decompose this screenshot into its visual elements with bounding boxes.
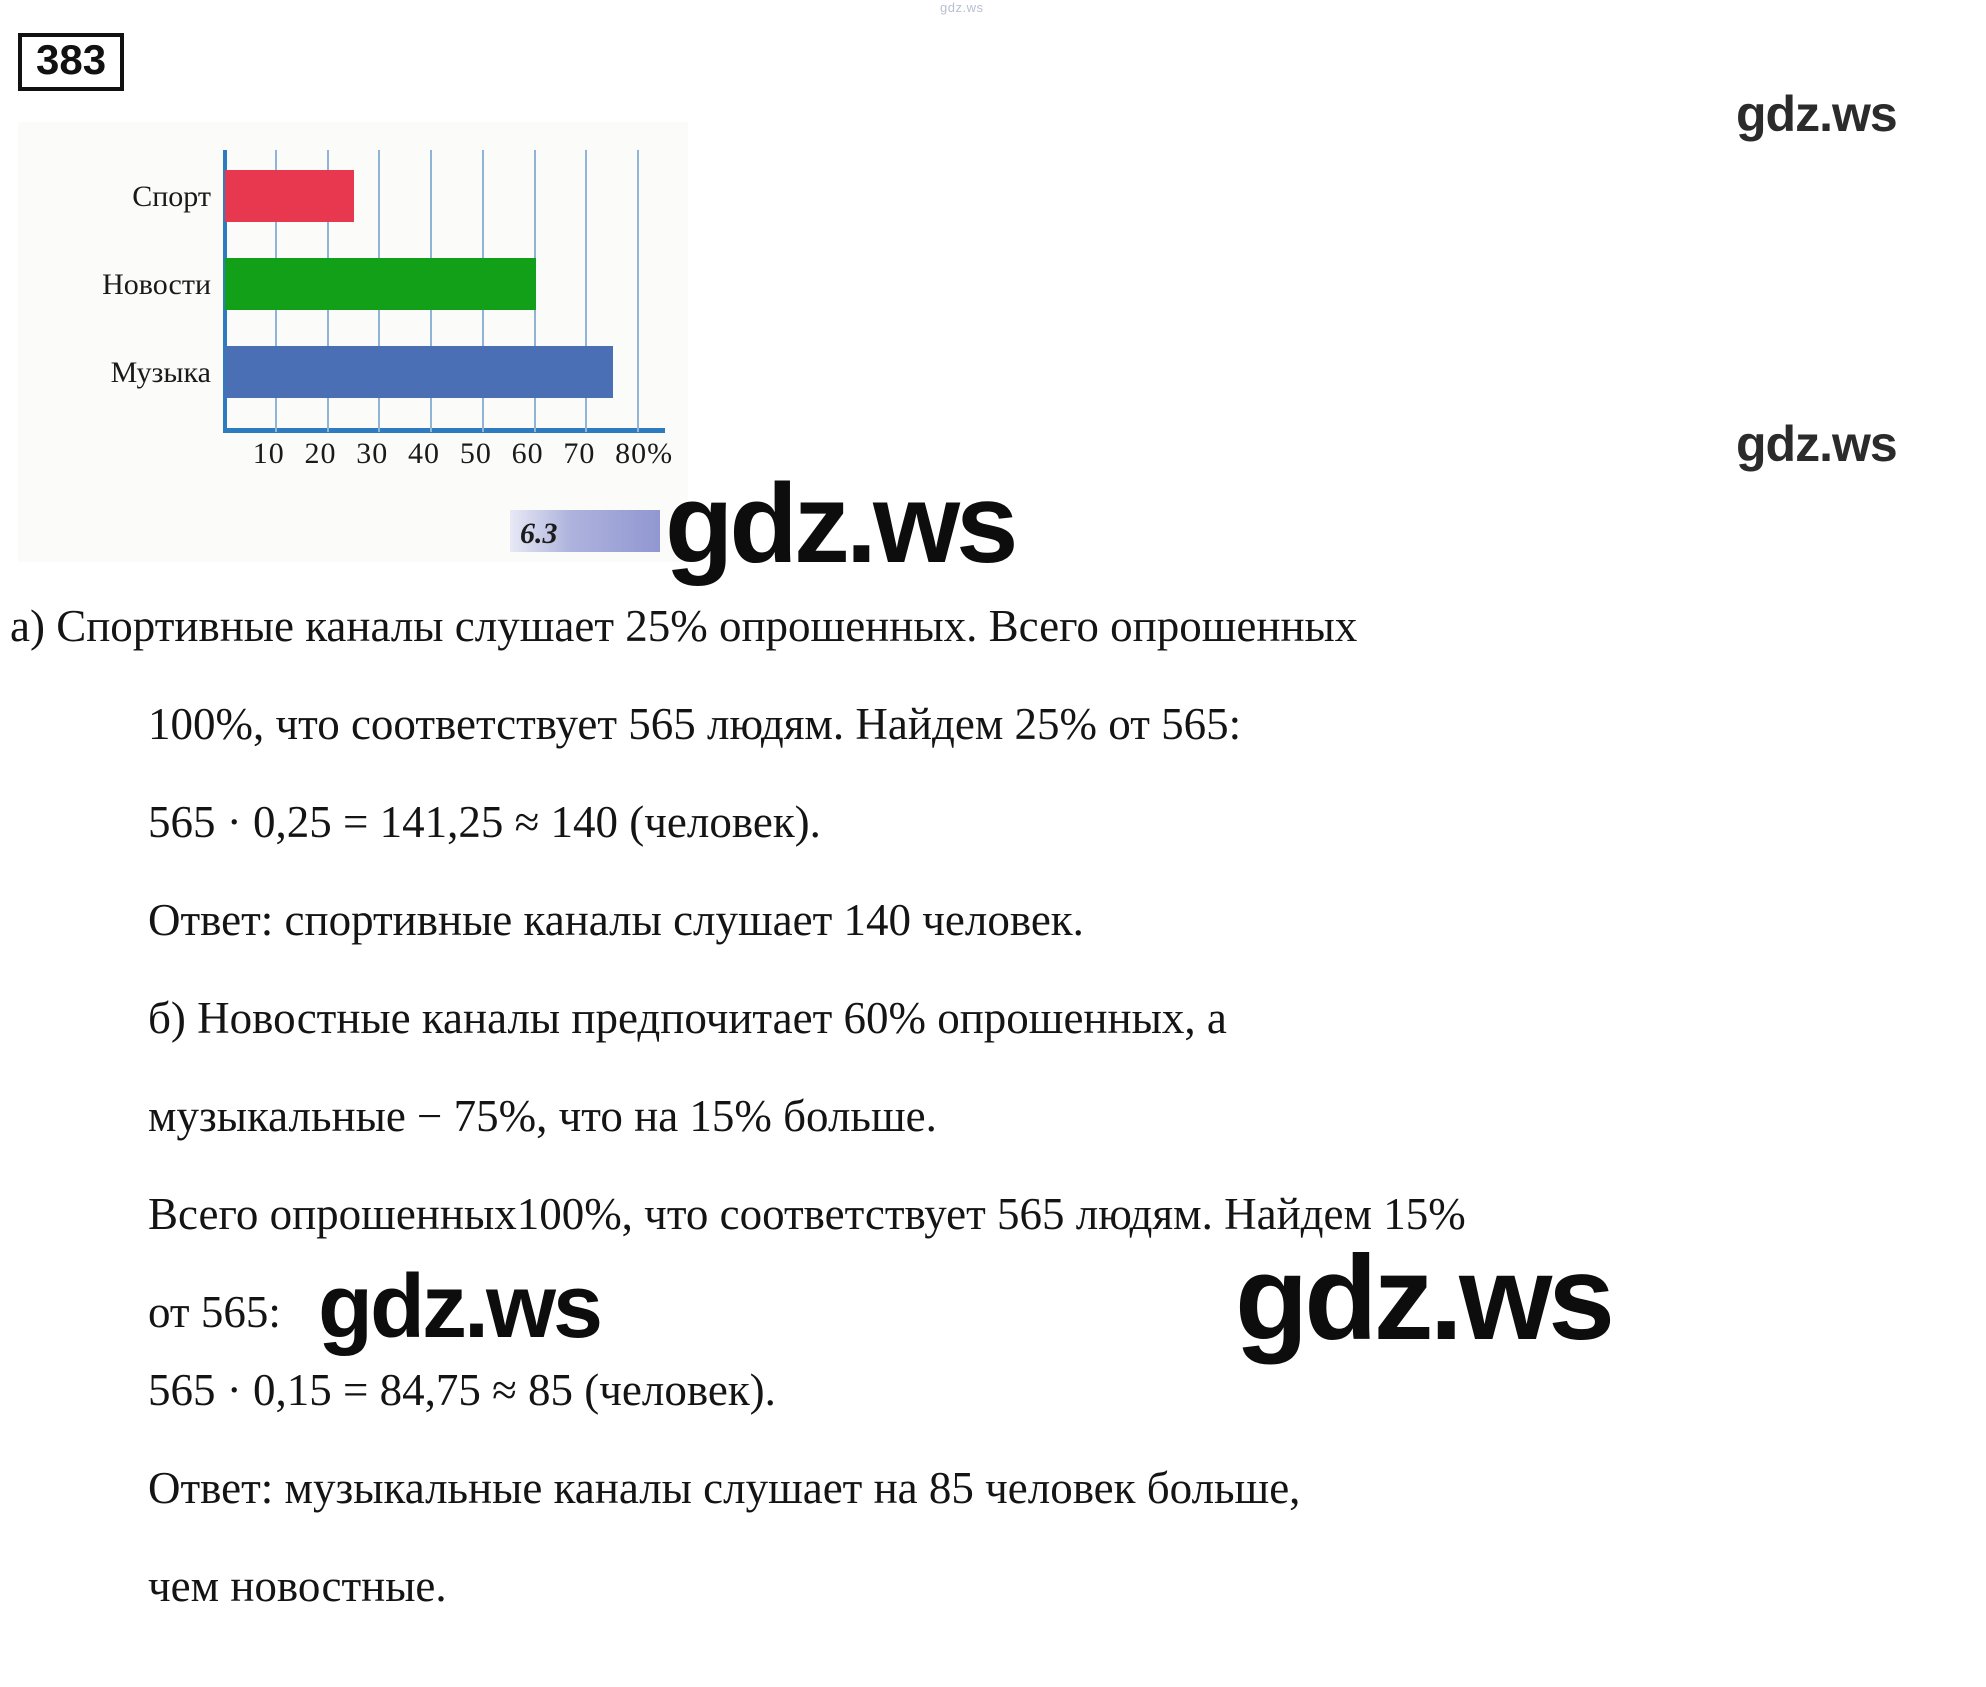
- tick-label-40: 40: [408, 437, 441, 470]
- chart-plot-area: [223, 150, 665, 433]
- gridline-80: [637, 150, 640, 432]
- solution-line-11: чем новостные.: [148, 1561, 447, 1611]
- category-label-музыка: Музыка: [110, 356, 211, 389]
- solution-line-1: а) Спортивные каналы слушает 25% опрошен…: [10, 601, 1358, 651]
- chart-x-axis: [223, 428, 665, 433]
- category-label-новости: Новости: [102, 268, 211, 301]
- bar-музыка: [225, 346, 614, 398]
- watermark-big-1: gdz.ws: [665, 461, 1018, 586]
- figure-caption-label: 6.3: [520, 517, 558, 550]
- tick-label-30: 30: [356, 437, 389, 470]
- solution-line-9: 565 · 0,15 = 84,75 ≈ 85 (человек).: [148, 1365, 776, 1415]
- solution-line-2: 100%, что соответствует 565 людям. Найде…: [148, 699, 1242, 749]
- solution-line-6: музыкальные − 75%, что на 15% больше.: [148, 1091, 937, 1141]
- bar-chart-figure: Спорт Новости Музыка 10 20 30 40 50 60 70 80%: [18, 122, 688, 562]
- solution-line-5: б) Новостные каналы предпочитает 60% опр…: [148, 993, 1227, 1043]
- tick-label-80: 80%: [615, 437, 674, 470]
- solution-line-10: Ответ: музыкальные каналы слушает на 85 …: [148, 1463, 1301, 1513]
- bar-спорт: [225, 170, 355, 222]
- solution-line-3: 565 · 0,25 = 141,25 ≈ 140 (человек).: [148, 797, 821, 847]
- tick-label-50: 50: [459, 437, 492, 470]
- solution-line-4: Ответ: спортивные каналы слушает 140 чел…: [148, 895, 1084, 945]
- tick-label-70: 70: [563, 437, 596, 470]
- gridline-70: [585, 150, 588, 432]
- category-label-спорт: Спорт: [132, 180, 211, 213]
- tick-label-10: 10: [252, 437, 285, 470]
- solution-line-7: Всего опрошенных100%, что соответствует …: [148, 1189, 1466, 1239]
- watermark-right-top: gdz.ws: [1736, 86, 1898, 142]
- tick-label-20: 20: [304, 437, 337, 470]
- watermark-right-middle: gdz.ws: [1736, 416, 1898, 472]
- solution-line-8: от 565:: [148, 1287, 281, 1337]
- watermark-tiny-top: gdz.ws: [940, 0, 984, 15]
- watermark-big-3: gdz.ws: [1235, 1231, 1615, 1365]
- watermark-big-2: gdz.ws: [318, 1257, 603, 1357]
- exercise-number-badge: 383: [18, 33, 125, 91]
- figure-caption-chip: [510, 510, 660, 552]
- bar-новости: [225, 258, 536, 310]
- tick-label-60: 60: [511, 437, 544, 470]
